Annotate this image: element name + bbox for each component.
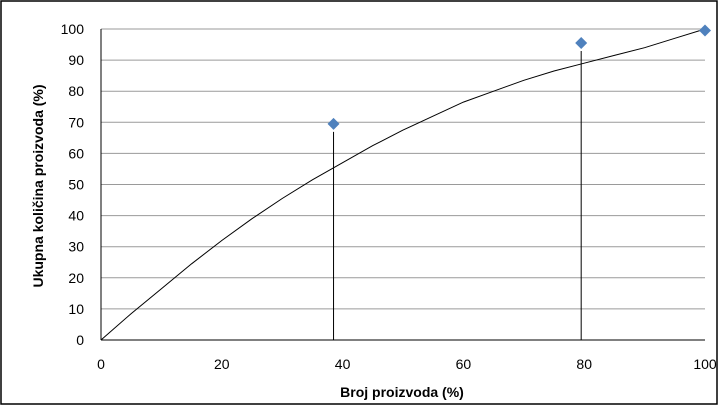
y-tick-label: 50 [68, 177, 84, 193]
x-tick-label: 40 [335, 356, 351, 372]
cumulative-curve [100, 28, 706, 341]
data-point [575, 36, 588, 49]
y-tick-label: 10 [68, 301, 84, 317]
y-tick-label: 100 [61, 21, 85, 37]
curve-layer [100, 28, 706, 341]
y-tick-label: 80 [68, 83, 84, 99]
y-tick-label: 20 [68, 270, 84, 286]
data-point [327, 117, 340, 130]
y-tick-label: 60 [68, 145, 84, 161]
x-tick-labels: 0 20 40 60 80 100 [97, 356, 717, 372]
x-axis-title: Broj proizvoda (%) [340, 384, 464, 400]
y-tick-label: 90 [68, 52, 84, 68]
y-tick-label: 70 [68, 114, 84, 130]
x-tick-label: 80 [576, 356, 592, 372]
grid-lines [101, 28, 705, 310]
x-tick-label: 20 [214, 356, 230, 372]
axes [100, 29, 705, 341]
y-tick-label: 0 [76, 332, 84, 348]
y-tick-labels: 0 10 20 30 40 50 60 70 80 90 100 [61, 21, 85, 348]
x-tick-label: 0 [97, 356, 105, 372]
y-tick-label: 40 [68, 208, 84, 224]
y-axis-title: Ukupna količina proizvoda (%) [30, 84, 46, 287]
y-tick-label: 30 [68, 239, 84, 255]
x-tick-label: 100 [693, 356, 717, 372]
drop-lines [333, 50, 582, 340]
data-points [327, 24, 711, 130]
x-tick-label: 60 [456, 356, 472, 372]
data-point [699, 24, 711, 37]
